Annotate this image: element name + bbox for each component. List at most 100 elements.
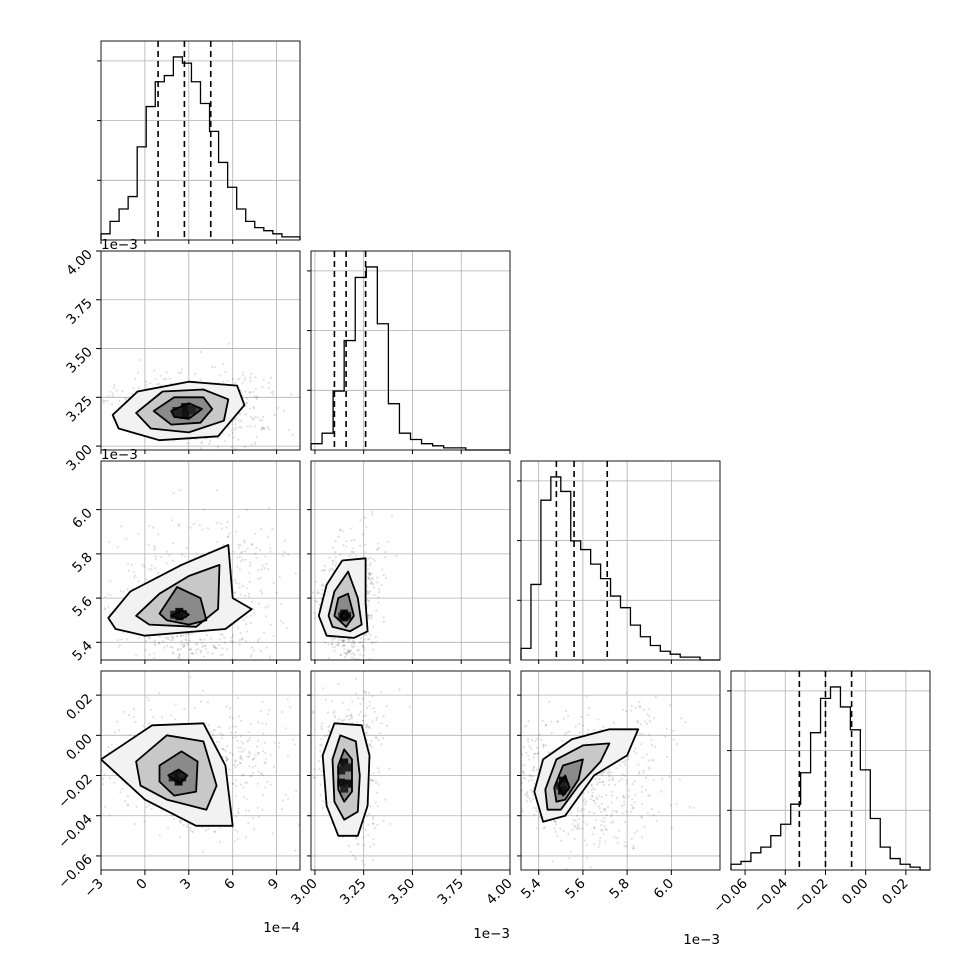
sample-point [314,616,317,620]
sample-point [234,735,238,739]
sample-point [180,368,184,371]
sample-point [244,413,247,416]
sample-point [219,633,222,636]
sample-point [367,834,370,837]
sample-point [145,806,148,809]
sample-point [253,663,255,665]
sample-point [610,821,613,824]
sample-point [237,378,240,381]
sample-point [660,777,664,780]
sample-point [349,717,352,720]
sample-point [635,752,638,755]
sample-point [312,711,315,715]
sample-point [319,744,322,747]
sample-point [533,782,536,785]
sample-point [172,492,175,495]
sample-point [376,581,379,584]
sample-point [238,715,241,718]
contour-line [170,402,203,420]
sample-point [231,657,234,660]
sample-point [153,369,156,372]
sample-point [531,768,534,771]
sample-point [367,576,370,579]
sample-point [530,778,534,782]
sample-point [332,559,335,562]
sample-point [559,827,562,830]
sample-point [604,770,607,773]
sample-point [627,789,631,792]
sample-point [313,611,316,614]
sample-point [232,436,235,439]
sample-point [257,752,260,755]
sample-point [117,646,120,649]
sample-point [606,772,609,775]
sample-point [265,758,268,761]
sample-point [330,643,333,646]
sample-point [587,706,590,710]
sample-point [550,720,553,723]
sample-point [521,753,524,756]
sample-point [247,739,250,742]
x-tick-label: 3.25 [337,876,370,909]
sample-point [352,642,355,645]
sample-point [204,648,207,651]
sample-point [665,755,669,758]
sample-point [211,701,213,703]
sample-point [251,758,255,761]
sample-point [262,378,265,381]
sample-point [163,646,166,649]
sample-point [194,372,197,375]
sample-point [575,828,578,831]
histogram-step-0 [100,56,301,240]
sample-point [372,707,375,710]
sample-point [107,395,110,398]
sample-point [189,827,192,830]
sample-point [164,636,167,640]
sample-point [214,830,217,834]
sample-point [121,787,124,790]
sample-point [327,726,330,729]
sample-point [372,772,375,775]
sample-point [642,708,646,712]
sample-point [347,660,349,662]
sample-point [236,565,239,568]
sample-point [337,644,340,647]
sample-point [514,776,516,778]
sample-point [582,814,585,818]
sample-point [294,572,297,575]
sample-point [220,737,223,740]
contour-line [321,722,371,837]
sample-point [232,725,235,728]
sample-point [646,811,649,814]
sample-point [316,589,319,592]
sample-point [189,829,192,832]
sample-point [376,823,379,827]
sample-point [268,506,271,510]
sample-point [294,849,297,852]
sample-point [331,567,334,570]
sample-point [643,825,646,829]
sample-point [345,540,348,543]
sample-point [610,815,613,818]
sample-point [189,676,192,679]
sample-point [239,757,242,760]
sample-point [516,749,518,751]
sample-point [132,571,135,574]
sample-point [627,795,630,798]
sample-point [137,580,140,583]
sample-point [652,716,656,720]
sample-point [166,637,170,641]
panel-frame [730,670,931,871]
sample-point [595,796,598,800]
sample-point [75,815,77,817]
sample-point [269,753,272,756]
sample-point [165,550,169,553]
y-scale-label: 1e−3 [101,237,138,253]
sample-point [108,814,111,817]
sample-point [242,619,245,622]
sample-point [364,543,367,546]
sample-point [245,673,247,675]
sample-point [364,638,367,641]
x-tick-label: 0 [133,876,150,893]
sample-point [257,721,260,724]
